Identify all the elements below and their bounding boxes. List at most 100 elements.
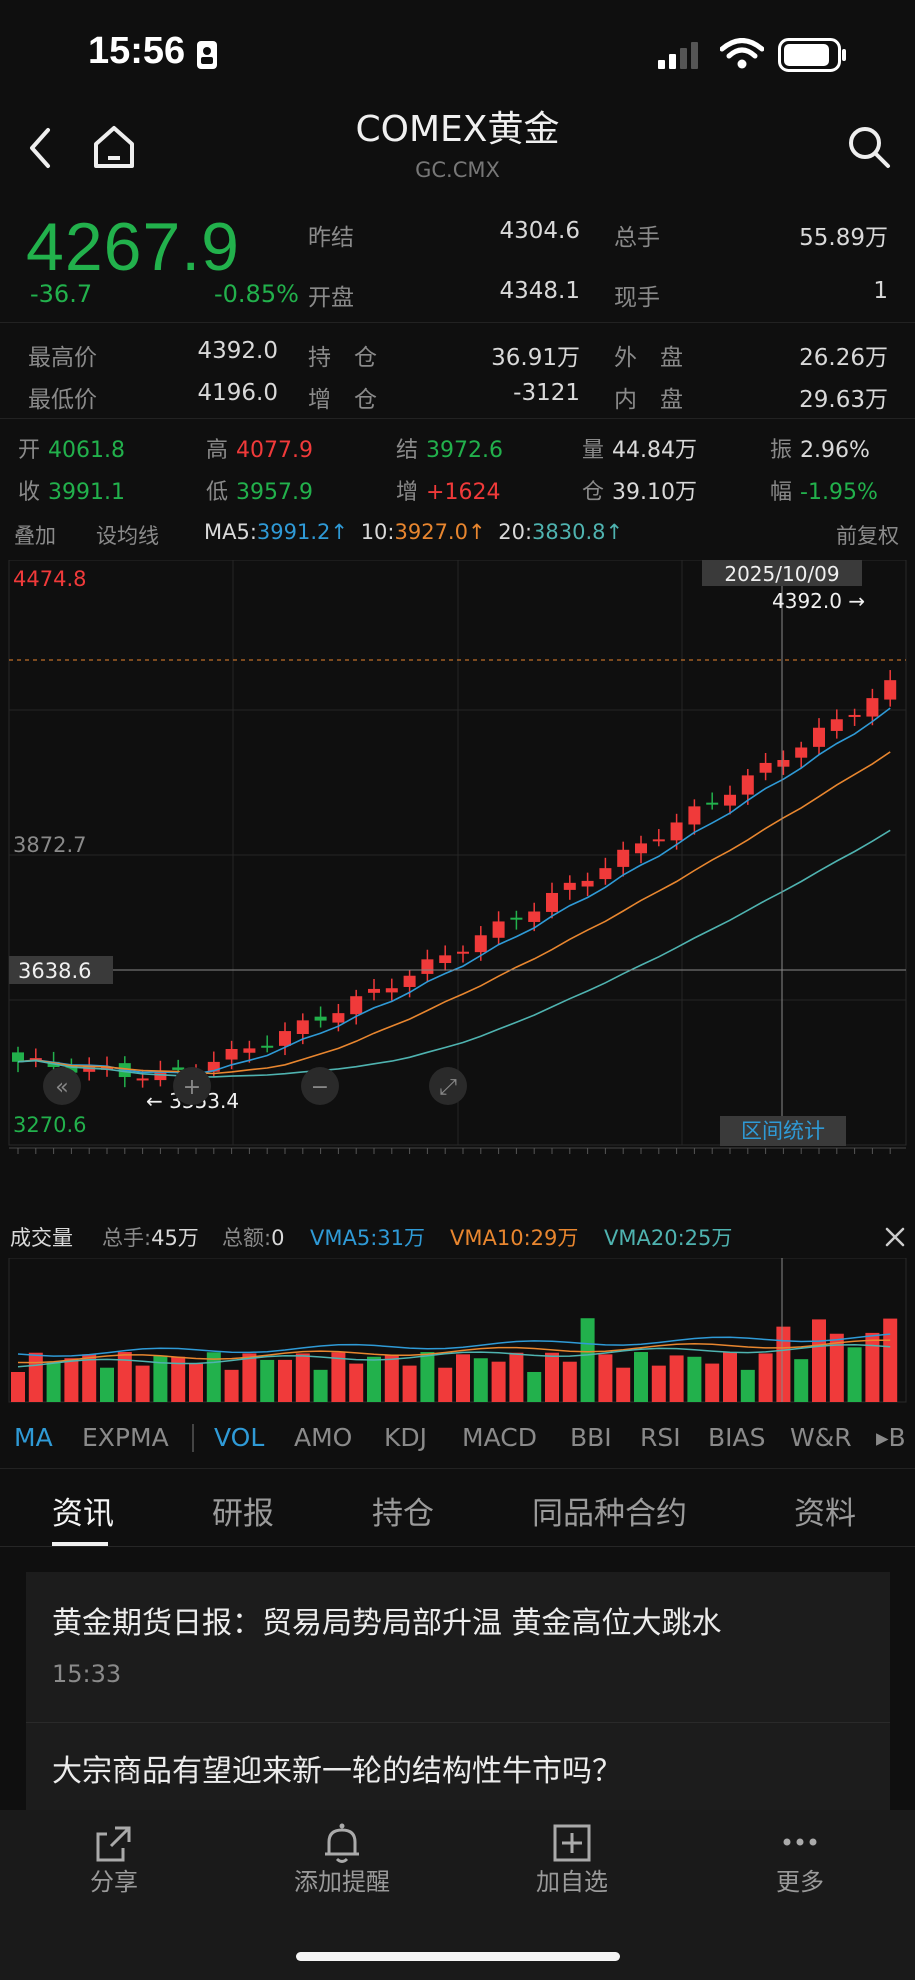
- indicator-tab-5[interactable]: MACD: [462, 1423, 537, 1452]
- volume-bar: [527, 1371, 542, 1402]
- ma-line-5: [17, 707, 891, 1075]
- volume-bar: [384, 1355, 399, 1402]
- candle-body: [635, 843, 647, 854]
- indicator-tab-8[interactable]: BIAS: [708, 1423, 766, 1452]
- volume-bar: [135, 1365, 150, 1402]
- oi-label: 持 仓: [308, 345, 377, 371]
- indicator-tab-3[interactable]: AMO: [294, 1423, 353, 1452]
- indicator-tab-7[interactable]: RSI: [640, 1423, 681, 1452]
- close-icon[interactable]: [884, 1226, 906, 1248]
- candle-body: [279, 1031, 291, 1046]
- volume-bar: [438, 1367, 453, 1402]
- main-tab-4[interactable]: 资料: [794, 1496, 856, 1532]
- zoom-control-2: [301, 1067, 339, 1105]
- indicator-tab-9[interactable]: W&R: [790, 1423, 852, 1452]
- volume-bar: [100, 1367, 114, 1402]
- indicator-tab-4[interactable]: KDJ: [384, 1423, 428, 1452]
- high-label: 最高价: [28, 345, 97, 371]
- zoom-control-1: [173, 1067, 211, 1105]
- info-high: 高 4077.9: [206, 438, 313, 463]
- candle-body: [350, 996, 363, 1015]
- info-open: 开 4061.8: [18, 438, 125, 463]
- candle-body: [795, 747, 808, 758]
- share-icon: [96, 1826, 131, 1862]
- candle-body: [688, 806, 701, 825]
- candle-body: [706, 802, 719, 805]
- bottom-bar: [0, 1810, 915, 1980]
- candle-body: [474, 935, 487, 953]
- volume-bar: [260, 1359, 275, 1402]
- volume-bar: [509, 1352, 524, 1402]
- volume-bar: [723, 1352, 737, 1402]
- main-tab-1[interactable]: 研报: [212, 1496, 274, 1532]
- page-title: COMEX黄金: [355, 109, 560, 150]
- volume-bar: [616, 1367, 631, 1402]
- info-low: 低 3957.9: [206, 480, 313, 505]
- more-button[interactable]: 更多: [720, 1810, 880, 1896]
- candle-body: [652, 839, 665, 842]
- home-icon[interactable]: [92, 124, 136, 170]
- news-title-0[interactable]: 黄金期货日报：贸易局势局部升温 黄金高位大跳水: [52, 1606, 722, 1641]
- volume-bar: [883, 1318, 898, 1402]
- candle-body: [884, 680, 897, 700]
- indicator-tab-10[interactable]: ▸B: [876, 1423, 906, 1452]
- info-settle: 结 3972.6: [396, 438, 503, 463]
- outer-value: 26.26万: [799, 345, 888, 371]
- candle-body: [759, 762, 772, 773]
- volume-bar: [295, 1353, 310, 1402]
- volume-bar: [473, 1358, 488, 1402]
- candle-body: [332, 1013, 345, 1023]
- main-tab-0[interactable]: 资讯: [52, 1496, 114, 1532]
- volume-bar: [46, 1361, 61, 1402]
- volume-bar: [598, 1354, 613, 1402]
- candle-body: [368, 988, 380, 993]
- back-icon[interactable]: [26, 126, 56, 170]
- info-volume: 量 44.84万: [582, 438, 697, 463]
- volume-amount: 总额:0: [222, 1226, 285, 1250]
- adjust-button[interactable]: 前复权: [836, 524, 899, 548]
- candle-body: [403, 975, 416, 987]
- candle-body: [314, 1016, 327, 1021]
- prev-settle-label: 昨结: [308, 225, 354, 251]
- volume-bar: [402, 1365, 417, 1402]
- inner-value: 29.63万: [799, 387, 888, 413]
- volume-bar: [82, 1354, 97, 1402]
- max-price-label: 4392.0 →: [772, 589, 865, 613]
- price-change-pct: -0.85%: [214, 280, 299, 308]
- candle-body: [813, 727, 825, 747]
- candlestick-chart[interactable]: 2025/10/09 3638.6 4474.8 3872.7 3270.6 4392.0…: [0, 560, 915, 1160]
- crosshair-price-box: [9, 956, 113, 984]
- volume-bar: [758, 1353, 773, 1402]
- share-button[interactable]: 分享: [34, 1810, 194, 1896]
- candle-body: [421, 959, 434, 974]
- indicator-tab-2[interactable]: VOL: [214, 1423, 265, 1452]
- indicator-tab-0[interactable]: MA: [14, 1423, 53, 1452]
- candle-body: [29, 1058, 42, 1061]
- set-ma-button[interactable]: 设均线: [96, 524, 159, 548]
- indicator-tab-1[interactable]: EXPMA: [82, 1423, 169, 1452]
- crosshair-date: 2025/10/09: [724, 562, 839, 586]
- volume-chart[interactable]: [0, 1258, 915, 1408]
- candle-body: [439, 955, 452, 964]
- main-tab-3[interactable]: 同品种合约: [532, 1496, 687, 1532]
- candle-body: [101, 1066, 113, 1070]
- add-watchlist-button[interactable]: 加自选: [492, 1810, 652, 1896]
- add-alert-button[interactable]: 添加提醒: [262, 1810, 422, 1896]
- outer-label: 外 盘: [614, 345, 683, 371]
- search-icon[interactable]: [846, 124, 892, 170]
- volume-bar: [847, 1347, 862, 1402]
- volume-bar: [313, 1369, 328, 1402]
- volume-bar: [11, 1372, 25, 1402]
- wifi-icon: [720, 38, 764, 69]
- candle-body: [12, 1052, 24, 1062]
- home-indicator: [296, 1952, 620, 1961]
- overlay-button[interactable]: 叠加: [14, 524, 56, 548]
- news-title-1[interactable]: 大宗商品有望迎来新一轮的结构性牛市吗？: [52, 1754, 622, 1789]
- volume-bar: [242, 1353, 257, 1402]
- indicator-tab-6[interactable]: BBI: [570, 1423, 612, 1452]
- volume-bar: [189, 1363, 203, 1402]
- main-tab-2[interactable]: 持仓: [372, 1496, 434, 1532]
- volume-total: 总手:45万: [102, 1226, 199, 1250]
- y-label-top: 4474.8: [13, 567, 86, 591]
- more-icon: [783, 1838, 817, 1846]
